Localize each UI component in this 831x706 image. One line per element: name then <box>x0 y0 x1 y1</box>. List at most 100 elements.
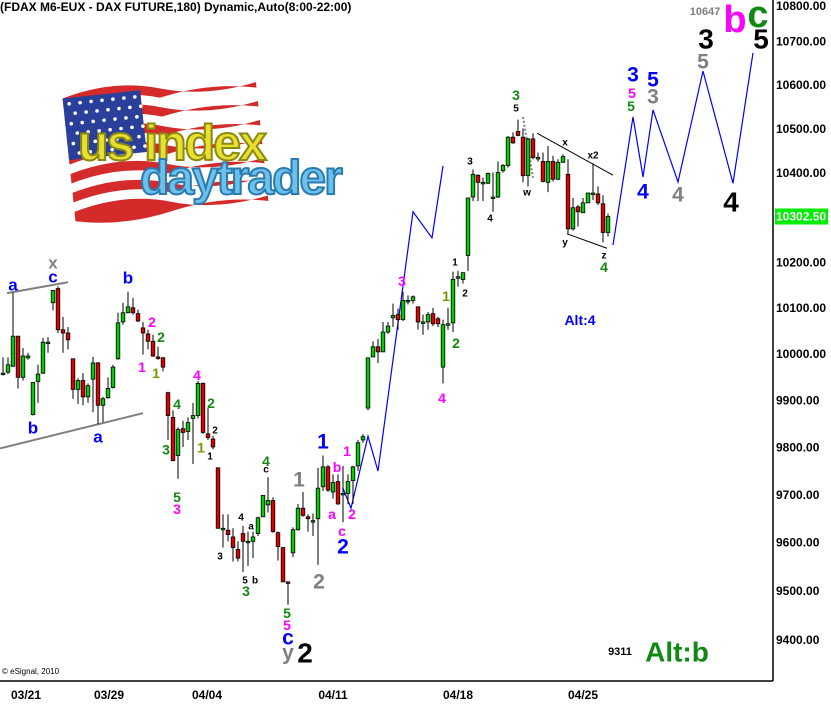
candle-body <box>460 272 466 280</box>
wave-label: 4 <box>193 367 201 383</box>
wave-label: b <box>333 459 342 475</box>
candle-body <box>465 197 471 256</box>
candle-body <box>395 314 401 321</box>
candle <box>240 525 246 573</box>
candle-body <box>375 346 381 353</box>
wave-label: 5 <box>627 98 635 114</box>
wave-label: 2 <box>212 426 218 437</box>
candle <box>150 334 156 357</box>
candle <box>180 420 186 448</box>
candle-body <box>535 157 541 160</box>
candle-body <box>250 536 256 542</box>
candle <box>410 295 416 304</box>
candle-body <box>345 481 351 494</box>
candle <box>465 197 471 271</box>
candle <box>225 514 231 542</box>
candle <box>165 391 171 440</box>
candle <box>395 308 401 330</box>
wave-label: 1 <box>207 451 213 462</box>
candle-body <box>125 306 131 314</box>
candle <box>5 357 11 375</box>
candle-body <box>120 312 126 323</box>
candle <box>65 326 71 350</box>
candle-body <box>360 436 366 441</box>
candle-body <box>95 362 101 406</box>
candle <box>285 581 291 605</box>
candle-body <box>85 385 91 398</box>
candle <box>115 312 121 360</box>
trendlines <box>0 116 614 450</box>
candle <box>0 357 6 376</box>
candle-body <box>45 341 51 345</box>
candle-body <box>285 581 291 584</box>
wave-label: x <box>48 254 58 273</box>
candle <box>565 159 571 234</box>
candle-body <box>275 532 281 547</box>
candle-body <box>40 341 46 374</box>
candle <box>25 352 31 360</box>
candle-body <box>30 382 36 416</box>
wave-label: 4 <box>438 390 446 406</box>
wave-label: 4 <box>487 213 493 224</box>
svg-text:daytrader: daytrader <box>140 152 342 205</box>
candle <box>40 338 46 375</box>
candle <box>525 138 531 187</box>
wave-label: 1 <box>317 430 329 453</box>
wave-label: 2 <box>157 329 165 345</box>
wave-label: 5 <box>513 104 519 115</box>
candle-body <box>480 181 486 185</box>
candle-body <box>280 547 286 583</box>
wave-label: 9311 <box>608 646 632 658</box>
y-tick-label: 10500.00 <box>776 122 826 136</box>
candle <box>545 145 551 193</box>
y-tick-label: 10400.00 <box>776 166 826 180</box>
wave-label: 10647 <box>690 6 721 18</box>
wave-label: 1 <box>442 288 450 304</box>
y-tick-label: 9800.00 <box>776 440 820 454</box>
copyright-text: © eSignal, 2010 <box>2 667 60 676</box>
candle <box>520 128 526 183</box>
wave-label: 3 <box>398 273 406 289</box>
wave-label: 1 <box>293 469 305 492</box>
candle <box>130 297 136 315</box>
candle <box>125 291 131 314</box>
trendline <box>536 132 614 176</box>
wave-label: 5 <box>753 24 769 55</box>
candle-body <box>180 428 186 433</box>
candle-body <box>190 415 196 419</box>
y-tick-label: 10200.00 <box>776 256 826 270</box>
candle <box>375 338 381 363</box>
candle-body <box>380 331 386 353</box>
candle-body <box>440 324 446 368</box>
candle-body <box>135 313 141 322</box>
candle-body <box>0 372 6 376</box>
candle <box>100 396 106 423</box>
candle <box>120 302 126 325</box>
candle <box>480 177 486 202</box>
candle <box>390 303 396 327</box>
candle-body <box>60 329 66 334</box>
wave-label: 2 <box>452 335 460 351</box>
candle <box>45 337 51 353</box>
projection-line <box>342 165 444 511</box>
candle <box>15 335 21 389</box>
wave-label: 2 <box>148 314 156 330</box>
wave-label: a <box>93 428 103 447</box>
candle <box>450 271 456 333</box>
x-tick-label: 04/18 <box>443 688 473 702</box>
candle-body <box>255 517 261 534</box>
candle-body <box>175 429 181 456</box>
candle <box>595 186 601 206</box>
candle <box>585 192 591 204</box>
candle-body <box>595 193 601 204</box>
candle <box>110 364 116 389</box>
candle <box>105 377 111 399</box>
candle-body <box>35 373 41 382</box>
candle <box>600 195 606 243</box>
candle-body <box>320 466 326 488</box>
wave-label: x2 <box>587 151 599 162</box>
candle-body <box>305 516 311 520</box>
candle <box>295 503 301 531</box>
candle-body <box>590 192 596 195</box>
candle <box>345 474 351 504</box>
